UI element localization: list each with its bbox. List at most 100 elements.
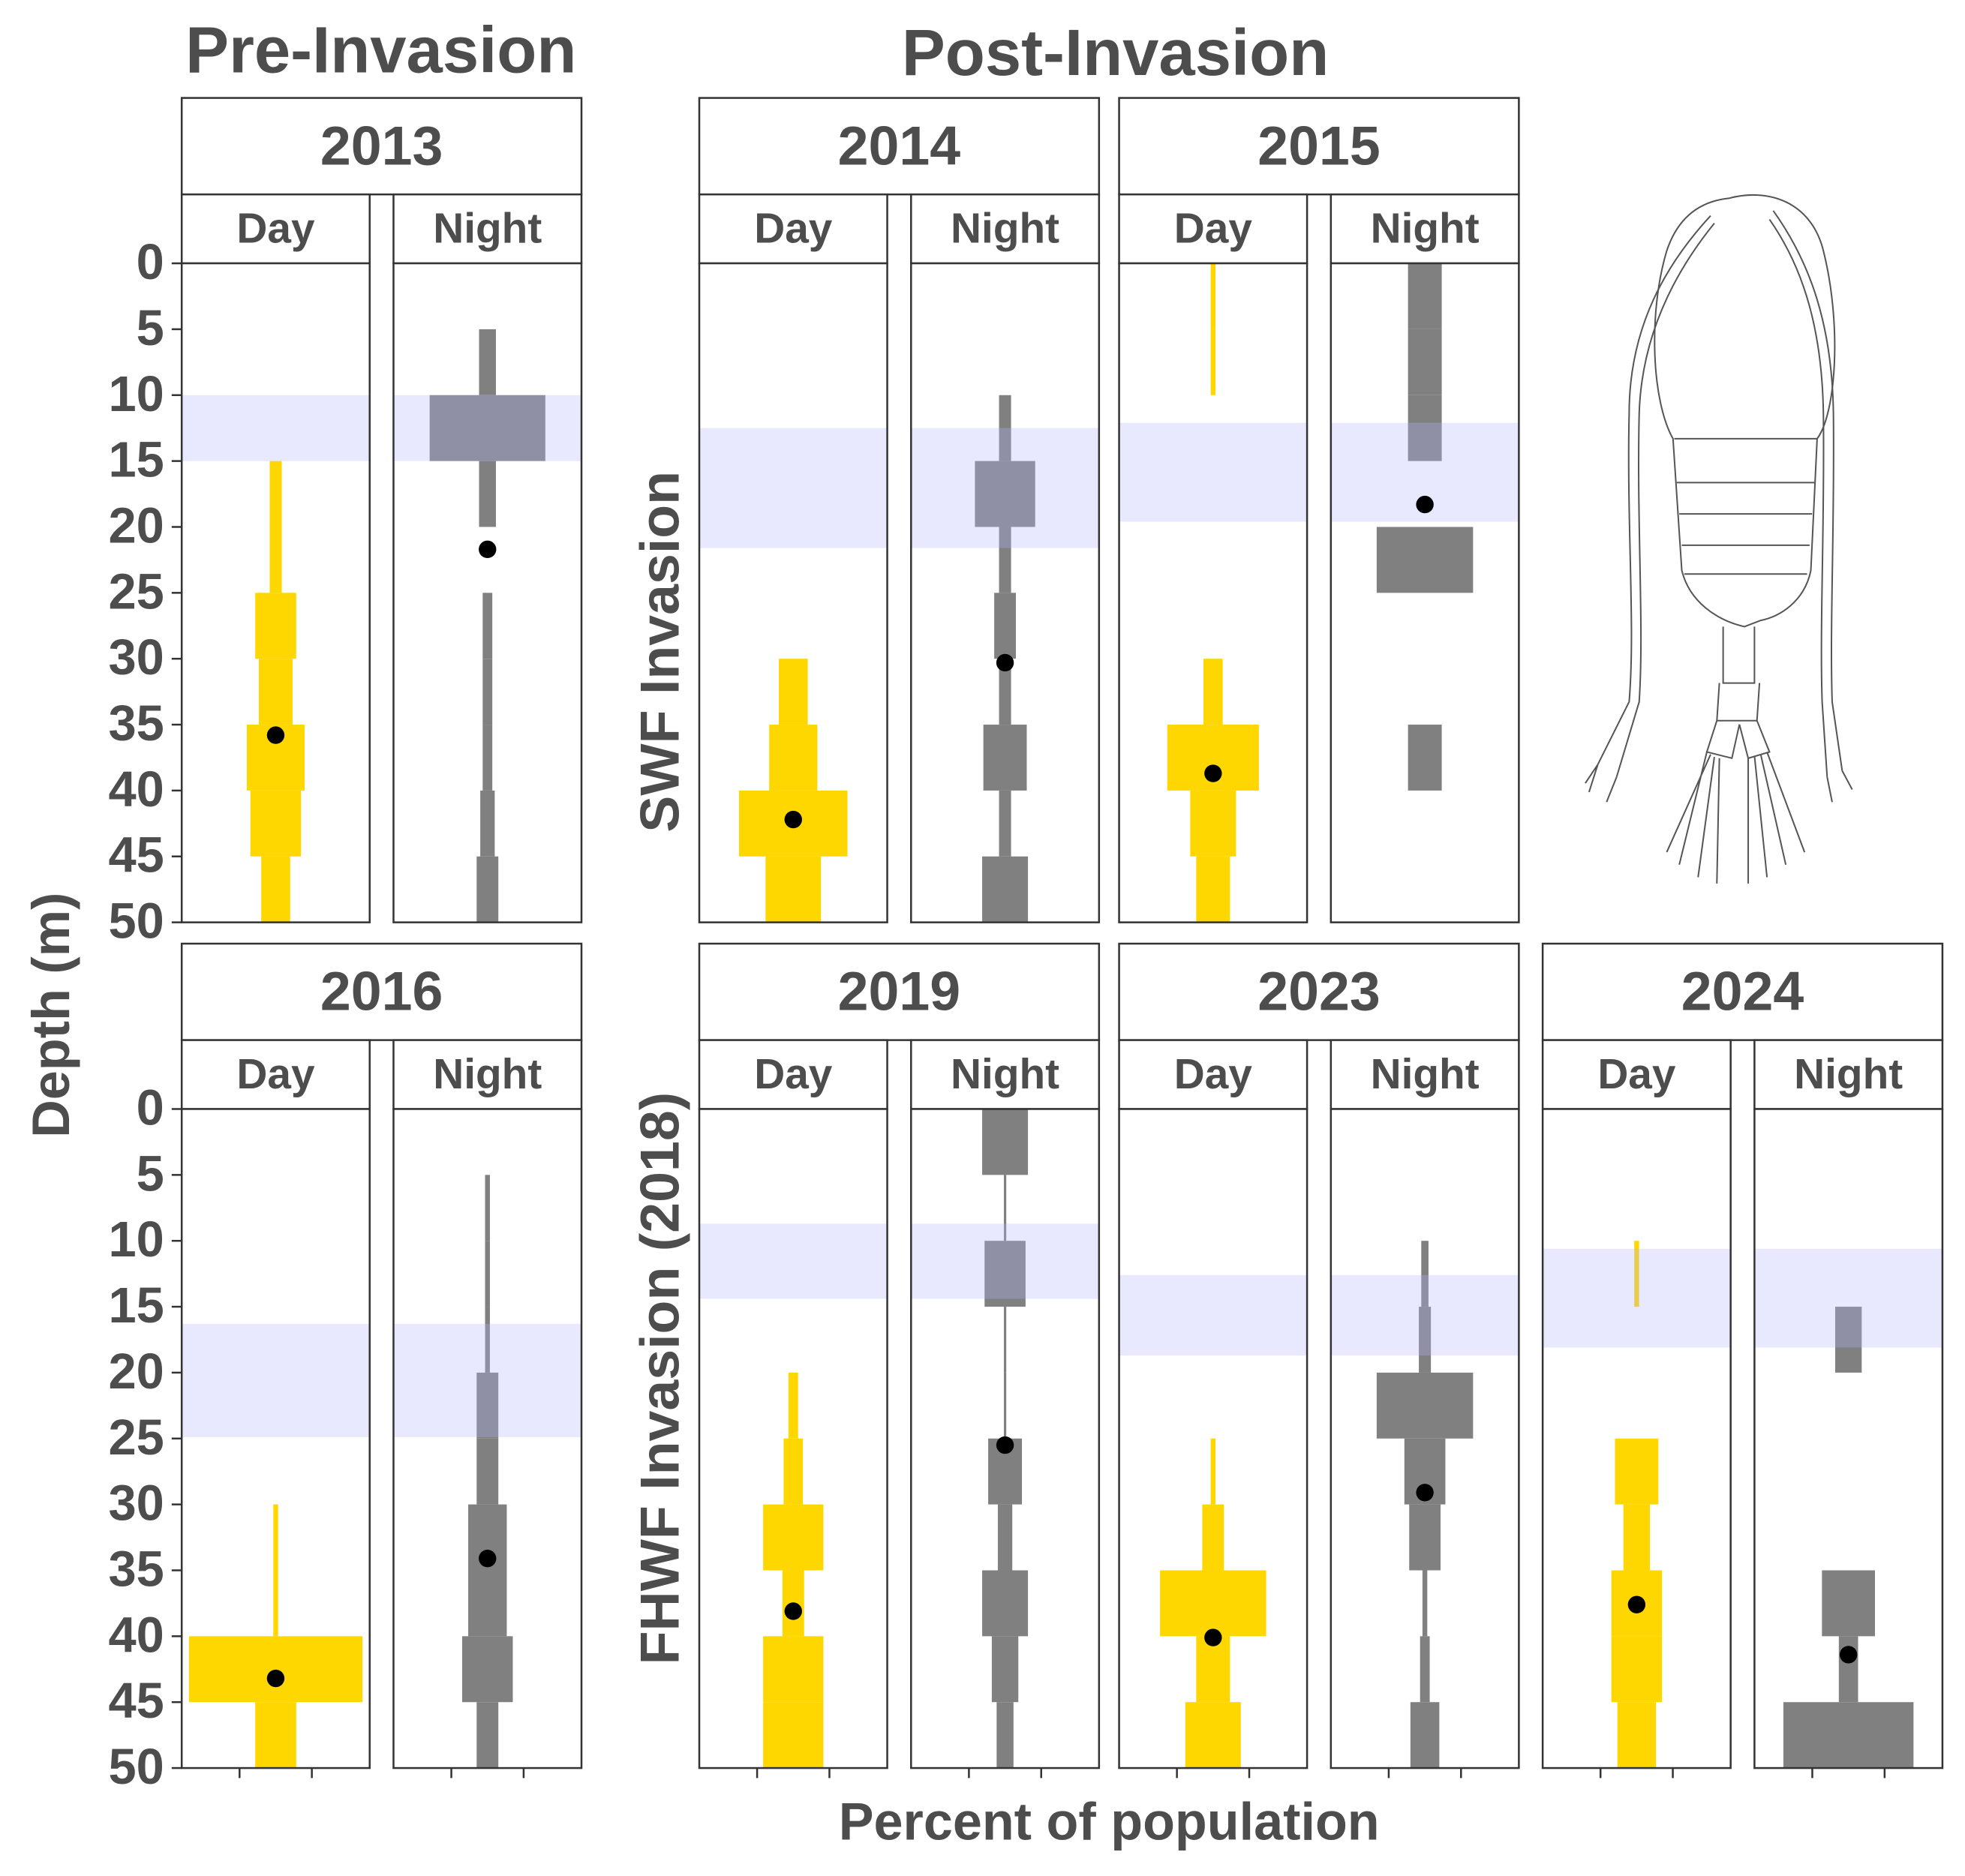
facet-strip [698,193,888,265]
year-label: 2024 [1681,960,1804,1022]
kite-bar [984,1241,1026,1307]
kite-bar [269,527,282,593]
facet-label: Day [1174,205,1253,252]
kite-bar [1003,1175,1007,1241]
kite-bar [269,461,282,527]
y-tick-label: 5 [137,1146,164,1202]
kite-bar [1190,790,1236,857]
year-label: 2023 [1257,960,1380,1022]
y-tick-label: 20 [108,1344,164,1400]
facet-strip [180,193,371,265]
kite-bar [1408,263,1442,329]
y-tick-label: 25 [108,564,164,620]
mean-depth [784,1602,802,1620]
mean-depth [479,540,497,559]
facet-label: Night [433,205,542,252]
kite-bar [273,1570,278,1637]
year-label: 2016 [320,960,443,1022]
panel-border [698,1108,888,1769]
facet-strip [1753,1039,1944,1110]
kite-bar [779,659,808,725]
mean-depth [1204,1628,1222,1646]
kite-bar [1408,395,1442,461]
kite-bar [765,856,822,923]
facet-label: Day [236,1051,315,1098]
kite-bar [1408,329,1442,395]
year-strip [180,942,583,1041]
kite-bar [273,1504,278,1571]
year-label: 2015 [1257,114,1380,176]
y-tick-label: 10 [108,367,164,422]
kite-bar [479,461,496,527]
mean-depth [1416,495,1434,514]
kite-bar [482,659,493,725]
mean-depth [479,1549,497,1568]
thermocline-band [1543,1248,1731,1348]
kite-bar [255,593,296,659]
facet-label: Day [1174,1051,1253,1098]
panel-border [698,262,888,923]
kite-bar [476,1438,499,1505]
year-strip [698,97,1101,196]
year-strip [1118,942,1520,1041]
kite-bar [1203,659,1223,725]
kite-bar [462,1636,513,1703]
panel-border [1541,1108,1732,1769]
kite-bar [1409,1504,1441,1571]
panel-border [910,262,1101,923]
kite-bar [188,1636,363,1703]
kite-bar [783,1438,804,1505]
mean-depth [1204,764,1222,782]
kite-bar [788,1372,798,1439]
thermocline-band [1330,1274,1519,1356]
mean-depth [784,810,802,829]
kite-bar [1634,1241,1639,1307]
x-axis-label: Percent of population [839,1791,1380,1850]
facet-strip [698,1039,888,1110]
facet-label: Day [236,205,315,252]
mean-depth [266,1669,285,1688]
y-tick-label: 45 [108,1673,164,1729]
kite-bar [1783,1702,1914,1769]
kite-bar [1617,1702,1657,1769]
y-tick-label: 25 [108,1410,164,1466]
thermocline-band [1754,1248,1942,1348]
mean-depth [996,1436,1014,1454]
kite-bar [429,395,545,461]
mean-depth [1627,1595,1646,1613]
facet-label: Night [951,1051,1059,1098]
panel-border [910,1108,1101,1769]
kite-bar [999,659,1011,725]
facet-label: Day [754,205,833,252]
kite-bar [1160,1570,1266,1637]
panel-border [1753,1108,1944,1769]
y-tick-label: 45 [108,828,164,884]
y-tick-label: 35 [108,696,164,752]
thermocline-band [699,1223,888,1299]
y-tick-label: 20 [108,498,164,554]
kite-bar [982,856,1029,923]
year-label: 2013 [320,114,443,176]
kite-bar [982,1570,1029,1637]
facet-strip [1330,1039,1520,1110]
kite-bar [479,329,496,395]
kite-bar [996,1702,1014,1769]
year-strip [180,97,583,196]
kite-bar [763,1702,824,1769]
y-tick-label: 15 [108,1278,164,1334]
kite-bar [476,1372,499,1439]
kite-bar [261,856,290,923]
kite-bar [1210,1438,1216,1505]
year-strip [698,942,1101,1041]
panel-border [392,262,583,923]
kite-bar [1202,1504,1224,1571]
panel-border [1330,1108,1520,1769]
kite-bar [1210,329,1216,395]
mean-depth [1839,1646,1858,1664]
mean-depth [996,653,1014,672]
y-tick-label: 15 [108,433,164,488]
facet-strip [910,1039,1101,1110]
y-tick-label: 0 [137,1080,164,1136]
row-label: SWF Invasion [629,471,691,833]
year-strip [1118,97,1520,196]
